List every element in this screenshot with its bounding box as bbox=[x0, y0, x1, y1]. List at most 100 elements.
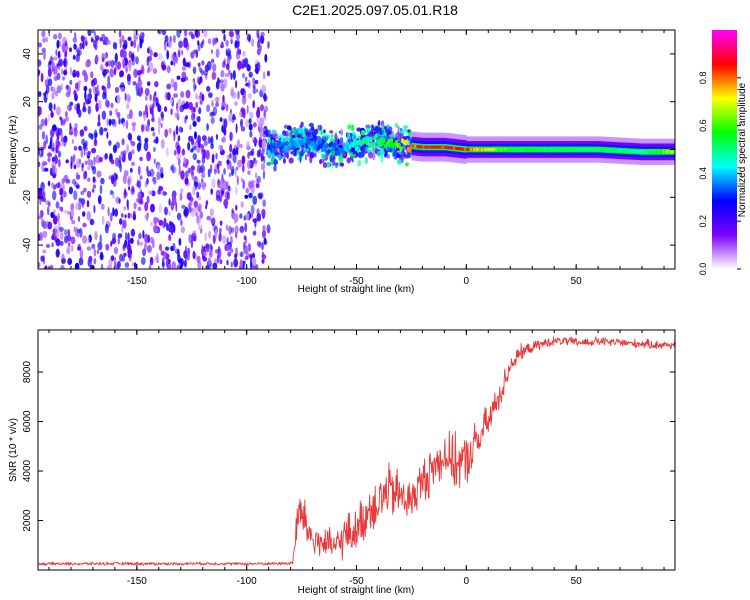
heat-cell bbox=[224, 73, 230, 78]
heat-cell bbox=[77, 243, 81, 251]
heat-cell bbox=[256, 175, 262, 184]
heat-cell bbox=[137, 165, 141, 176]
heat-cell bbox=[236, 139, 241, 150]
heat-cell bbox=[242, 50, 246, 57]
heat-cell bbox=[137, 206, 142, 211]
heat-cell bbox=[52, 215, 58, 225]
y-tick-label: 6000 bbox=[22, 410, 33, 433]
heat-cell bbox=[237, 159, 243, 168]
heat-cell bbox=[188, 196, 194, 202]
heat-cell bbox=[252, 195, 258, 205]
heat-cell bbox=[100, 65, 104, 72]
heat-cell bbox=[311, 140, 315, 146]
heat-cell bbox=[132, 210, 136, 217]
heat-cell bbox=[73, 146, 78, 151]
heat-cell bbox=[352, 150, 356, 155]
heat-cell bbox=[120, 87, 125, 92]
heat-cell bbox=[40, 255, 45, 262]
heat-cell bbox=[239, 111, 242, 117]
heat-cell bbox=[241, 63, 245, 70]
heat-cell bbox=[96, 84, 99, 92]
heat-cell bbox=[402, 127, 408, 133]
heat-cell bbox=[86, 190, 92, 198]
heat-cell bbox=[211, 217, 216, 226]
heat-cell bbox=[284, 145, 288, 151]
heat-cell bbox=[103, 72, 106, 78]
heat-cell bbox=[66, 104, 70, 110]
heat-cell bbox=[254, 79, 259, 85]
heat-cell bbox=[213, 168, 217, 175]
heat-cell bbox=[131, 149, 135, 155]
heat-cell bbox=[83, 126, 88, 132]
heat-cell bbox=[69, 101, 74, 106]
heat-cell bbox=[61, 68, 64, 75]
heat-cell bbox=[407, 129, 411, 133]
heat-cell bbox=[150, 221, 153, 227]
heat-cell bbox=[156, 252, 159, 261]
heat-cell bbox=[118, 198, 121, 204]
heat-cell bbox=[160, 123, 163, 128]
spectrogram-ylabel: Frequency (Hz) bbox=[8, 116, 19, 185]
heat-cell bbox=[114, 52, 118, 63]
heat-cell bbox=[73, 225, 76, 233]
heat-cell bbox=[252, 122, 257, 128]
heat-cell bbox=[330, 141, 334, 147]
heat-cell bbox=[129, 237, 134, 244]
heat-cell bbox=[257, 33, 260, 42]
heat-cell bbox=[76, 70, 80, 78]
heat-cell bbox=[144, 214, 148, 219]
snr-xlabel: Height of straight line (km) bbox=[298, 585, 415, 596]
heat-cell bbox=[342, 142, 346, 148]
heat-cell bbox=[137, 79, 143, 89]
heat-cell bbox=[146, 177, 149, 185]
heat-cell bbox=[158, 203, 162, 214]
y-tick-label: 40 bbox=[22, 48, 33, 60]
heat-cell bbox=[177, 98, 182, 106]
heat-cell bbox=[41, 131, 46, 140]
y-tick-label: -20 bbox=[22, 190, 33, 205]
heat-cell bbox=[55, 183, 61, 189]
heat-cell bbox=[397, 142, 401, 148]
heat-cell bbox=[133, 39, 137, 49]
heat-cell bbox=[260, 163, 266, 171]
heat-cell bbox=[329, 154, 334, 163]
heat-cell bbox=[96, 170, 102, 178]
heat-cell bbox=[137, 191, 142, 199]
heat-cell bbox=[230, 248, 234, 253]
x-tick-label: -100 bbox=[237, 276, 257, 287]
heat-cell bbox=[171, 195, 177, 206]
heat-cell bbox=[106, 132, 109, 139]
heat-cell bbox=[268, 137, 271, 144]
heat-cell bbox=[371, 141, 375, 147]
heat-cell bbox=[56, 72, 61, 81]
heat-cell bbox=[161, 64, 167, 71]
heat-cell bbox=[102, 39, 105, 45]
heat-cell bbox=[45, 244, 51, 248]
heat-cell bbox=[203, 251, 208, 257]
heat-cell bbox=[129, 254, 132, 262]
heat-cell bbox=[193, 181, 199, 187]
heat-cell bbox=[220, 70, 225, 78]
heat-cell bbox=[157, 52, 163, 61]
heat-cell bbox=[92, 84, 96, 94]
heat-cell bbox=[79, 129, 85, 137]
heat-cell bbox=[389, 147, 393, 152]
heat-cell bbox=[230, 227, 235, 234]
heat-cell bbox=[45, 264, 48, 269]
heat-cell bbox=[113, 246, 119, 255]
heat-cell bbox=[123, 205, 126, 211]
heat-cell bbox=[283, 124, 289, 129]
heat-cell bbox=[146, 244, 152, 253]
heat-cell bbox=[163, 206, 169, 216]
snr-panel: -150 -100 -50 0 50 2000 4000 6000 8000 Height o… bbox=[8, 329, 676, 596]
heat-cell bbox=[86, 211, 92, 221]
heat-cell bbox=[408, 147, 412, 153]
heat-cell bbox=[260, 152, 264, 163]
heat-cell bbox=[177, 135, 181, 142]
heat-cell bbox=[76, 49, 82, 56]
heat-cell bbox=[150, 203, 155, 213]
heat-cell bbox=[184, 76, 189, 81]
heat-cell bbox=[263, 155, 266, 164]
heat-cell bbox=[105, 61, 109, 67]
heat-cell bbox=[66, 234, 72, 242]
